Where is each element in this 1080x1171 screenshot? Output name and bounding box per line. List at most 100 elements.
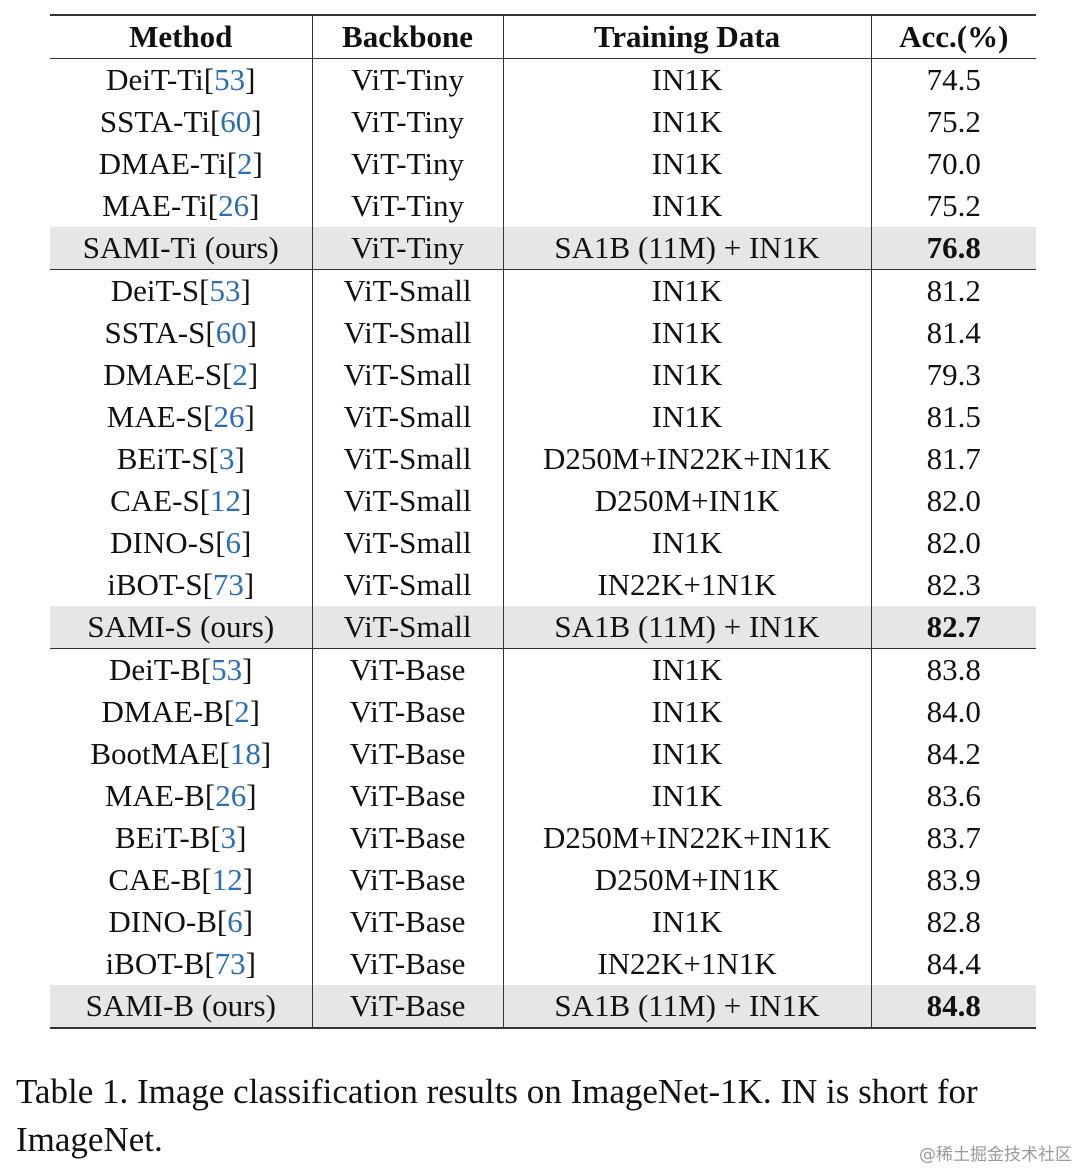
accuracy-cell: 82.0 [870,522,1036,564]
backbone-cell: ViT-Base [311,691,503,733]
method-name: iBOT-B [105,946,205,981]
citation: [12] [201,862,254,897]
citation: [6] [216,904,254,939]
training-data-cell: IN1K [502,396,871,438]
method-name: DeiT-Ti [106,62,204,97]
table-row: BEiT-B[3] ViT-Base D250M+IN22K+IN1K 83.7 [50,817,1036,859]
backbone-cell: ViT-Tiny [311,58,503,101]
method-cell: SSTA-S[60] [50,312,312,354]
header-cell: Acc.(%) [870,14,1036,59]
accuracy-cell: 84.4 [870,943,1036,985]
accuracy-cell: 81.4 [870,312,1036,354]
backbone-cell: ViT-Small [311,480,503,522]
method-cell: SAMI-S (ours) [50,606,312,649]
training-data-cell: D250M+IN22K+IN1K [502,817,871,859]
method-name: CAE-B [108,862,202,897]
accuracy-cell: 79.3 [870,354,1036,396]
training-data-cell: SA1B (11M) + IN1K [502,227,871,270]
accuracy-cell: 82.8 [870,901,1036,943]
header-cell: Training Data [502,14,871,59]
accuracy-cell: 82.0 [870,480,1036,522]
training-data-cell: D250M+IN22K+IN1K [502,438,871,480]
header-row: Method Backbone Training Data Acc.(%) [50,14,1036,59]
accuracy-cell: 83.6 [870,775,1036,817]
method-cell: DeiT-S[53] [50,270,312,313]
backbone-cell: ViT-Small [311,564,503,606]
training-data-cell: IN1K [502,101,871,143]
backbone-cell: ViT-Base [311,901,503,943]
citation: [12] [199,483,252,518]
training-data-cell: IN1K [502,733,871,775]
method-cell: CAE-S[12] [50,480,312,522]
accuracy-cell: 76.8 [870,227,1036,270]
citation: [60] [205,315,258,350]
backbone-cell: ViT-Small [311,522,503,564]
table-row: DMAE-Ti[2] ViT-Tiny IN1K 70.0 [50,143,1036,185]
backbone-cell: ViT-Base [311,648,503,691]
method-cell: SSTA-Ti[60] [50,101,312,143]
backbone-cell: ViT-Base [311,817,503,859]
method-cell: iBOT-B[73] [50,943,312,985]
accuracy-cell: 83.8 [870,648,1036,691]
table-row: iBOT-B[73] ViT-Base IN22K+1N1K 84.4 [50,943,1036,985]
method-cell: MAE-B[26] [50,775,312,817]
training-data-cell: SA1B (11M) + IN1K [502,985,871,1029]
caption: Table 1. Image classification results on… [16,1072,978,1159]
method-name: MAE-S [106,399,204,434]
method-name: DeiT-S [110,273,200,308]
training-data-cell: SA1B (11M) + IN1K [502,606,871,649]
training-data-cell: IN1K [502,522,871,564]
backbone-cell: ViT-Small [311,354,503,396]
citation: [53] [199,273,251,308]
citation: [26] [207,188,260,223]
citation: [6] [215,525,252,560]
accuracy-cell: 84.2 [870,733,1036,775]
backbone-cell: ViT-Small [311,606,503,649]
training-data-cell: IN1K [502,775,871,817]
method-name: SSTA-S [104,315,206,350]
method-name: SAMI-S (ours) [87,609,275,644]
table-body: DeiT-Ti[53] ViT-Tiny IN1K 74.5 SSTA-Ti[60] Vi… [50,58,1036,1029]
accuracy-cell: 74.5 [870,58,1036,101]
table-row: DMAE-S[2] ViT-Small IN1K 79.3 [50,354,1036,396]
training-data-cell: IN22K+1N1K [502,943,871,985]
table-row: DeiT-B[53] ViT-Base IN1K 83.8 [50,648,1036,691]
table-row: iBOT-S[73] ViT-Small IN22K+1N1K 82.3 [50,564,1036,606]
accuracy-cell: 75.2 [870,101,1036,143]
table-row: DeiT-S[53] ViT-Small IN1K 81.2 [50,269,1036,313]
backbone-cell: ViT-Tiny [311,101,503,143]
table-row: BootMAE[18] ViT-Base IN1K 84.2 [50,733,1036,775]
table-row: BEiT-S[3] ViT-Small D250M+IN22K+IN1K 81.7 [50,438,1036,480]
training-data-cell: IN1K [502,58,871,101]
method-name: DeiT-B [108,652,201,687]
accuracy-cell: 83.9 [870,859,1036,901]
accuracy-cell: 82.7 [870,606,1036,649]
table-row: CAE-B[12] ViT-Base D250M+IN1K 83.9 [50,859,1036,901]
accuracy-cell: 83.7 [870,817,1036,859]
method-cell: SAMI-B (ours) [50,985,312,1029]
method-name: DINO-B [108,904,217,939]
header-cell: Method [50,14,312,59]
method-cell: BEiT-B[3] [50,817,312,859]
method-name: SSTA-Ti [99,104,210,139]
table-row: SSTA-S[60] ViT-Small IN1K 81.4 [50,312,1036,354]
method-name: SAMI-Ti (ours) [82,230,279,265]
citation: [53] [200,652,253,687]
citation: [2] [222,357,259,392]
backbone-cell: ViT-Base [311,943,503,985]
method-name: DMAE-B [101,694,224,729]
method-name: MAE-Ti [102,188,208,223]
citation: [3] [210,820,247,855]
training-data-cell: IN1K [502,269,871,312]
table-row: MAE-S[26] ViT-Small IN1K 81.5 [50,396,1036,438]
method-cell: DINO-S[6] [50,522,312,564]
citation: [60] [209,104,262,139]
accuracy-cell: 81.7 [870,438,1036,480]
citation: [26] [203,399,255,434]
header-cell: Backbone [311,14,503,59]
method-cell: DINO-B[6] [50,901,312,943]
accuracy-cell: 84.0 [870,691,1036,733]
method-name: SAMI-B (ours) [85,988,276,1023]
table-row: SSTA-Ti[60] ViT-Tiny IN1K 75.2 [50,101,1036,143]
accuracy-cell: 75.2 [870,185,1036,227]
